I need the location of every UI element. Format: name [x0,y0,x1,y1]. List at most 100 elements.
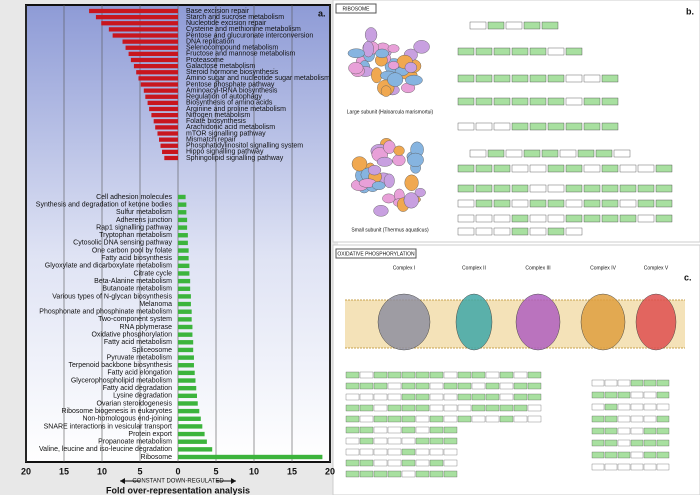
gene-box [415,404,430,412]
gene-box [527,415,542,423]
pathway-decoration: Complex I Complex II Complex III Complex IV… [345,21,677,478]
gene-box [656,439,670,447]
gene-box [443,448,458,456]
x-tick-label: 15 [59,466,69,476]
bar-label: Phosphonate and phosphinate metabolism [39,309,172,316]
bar-label: RNA polymerase [119,324,172,331]
gene-box [583,184,601,193]
gene-box [429,426,444,434]
gene-box [529,47,547,56]
bar [178,217,188,223]
protein-blob [413,40,430,54]
gene-box [511,97,529,106]
gene-box [511,227,529,236]
complex-label: Complex III [525,265,550,271]
gene-box [457,415,472,423]
gene-box [475,164,493,173]
gene-box [511,74,529,83]
bar-label: Fatty acid degradation [103,385,172,392]
bar [157,131,178,136]
gene-box [601,184,619,193]
gene-box [345,426,360,434]
complex-label: Complex V [644,265,669,271]
gene-box [373,382,388,390]
protein-blob [414,188,426,197]
gene-box [591,427,605,435]
gene-box [359,393,374,401]
gene-box [471,404,486,412]
bar-label: Synthesis and degradation of ketone bodi… [36,201,173,208]
gene-box [529,227,547,236]
bar-label: Fatty acid biosynthesis [101,255,172,262]
bar-label: DNA replication [186,38,234,45]
bar-label: Butanoate metabolism [102,286,172,293]
gene-box [547,97,565,106]
gene-box [475,214,493,223]
gene-box [499,393,514,401]
gene-box [591,391,605,399]
gene-box [617,463,631,471]
gene-box [529,97,547,106]
protein-blob [392,154,406,167]
gene-box [401,470,416,478]
gene-box [541,149,559,158]
gene-box [577,149,595,158]
gene-box [401,426,416,434]
bar [178,248,189,253]
gene-box [529,199,547,208]
gene-box [499,371,514,379]
gene-box [513,415,528,423]
gene-box [487,149,505,158]
gene-box [643,439,657,447]
gene-box [643,379,657,387]
oxphos-title: OXIDATIVE PHOSPHORYLATION [337,251,415,257]
gene-box [617,439,631,447]
gene-box [617,427,631,435]
gene-box [429,415,444,423]
gene-box [547,199,565,208]
gene-box [429,393,444,401]
gene-box [475,227,493,236]
gene-box [527,393,542,401]
gene-box [604,427,618,435]
gene-box [656,391,670,399]
gene-box [547,227,565,236]
gene-box [345,404,360,412]
gene-box [345,371,360,379]
gene-box [401,393,416,401]
protein-blob [404,174,419,191]
bar-label: Starch and sucrose metabolism [186,14,284,21]
gene-box [401,448,416,456]
bar [178,378,196,383]
gene-box [505,21,523,30]
gene-box [529,122,547,131]
bar-label: Glycerophospholipid metabolism [71,377,172,384]
gene-box [387,459,402,467]
gene-box [643,391,657,399]
gene-box [359,426,374,434]
bar-label: Spliceosome [132,347,172,354]
gene-box [373,437,388,445]
bar-label: Aminoacyl-tRNA biosynthesis [186,87,278,94]
bar-label: Arginine and proline metabolism [186,106,286,113]
gene-box [387,437,402,445]
gene-box [637,164,655,173]
gene-box [387,426,402,434]
gene-box [655,164,673,173]
complex-shape [515,293,561,351]
subunit-label: Large subunit (Haloarcula marismortui) [347,109,434,115]
protein-blob [382,193,396,204]
gene-box [429,382,444,390]
gene-box [345,470,360,478]
protein-blob [387,44,400,53]
gene-box [547,74,565,83]
gene-box [415,426,430,434]
bar-label: Valine, leucine and iso-leucine degradat… [39,446,172,453]
gene-box [443,404,458,412]
gene-box [493,47,511,56]
bar-label: Citrate cycle [133,270,172,277]
protein-blob [362,40,374,58]
gene-box [591,379,605,387]
gene-box [655,199,673,208]
